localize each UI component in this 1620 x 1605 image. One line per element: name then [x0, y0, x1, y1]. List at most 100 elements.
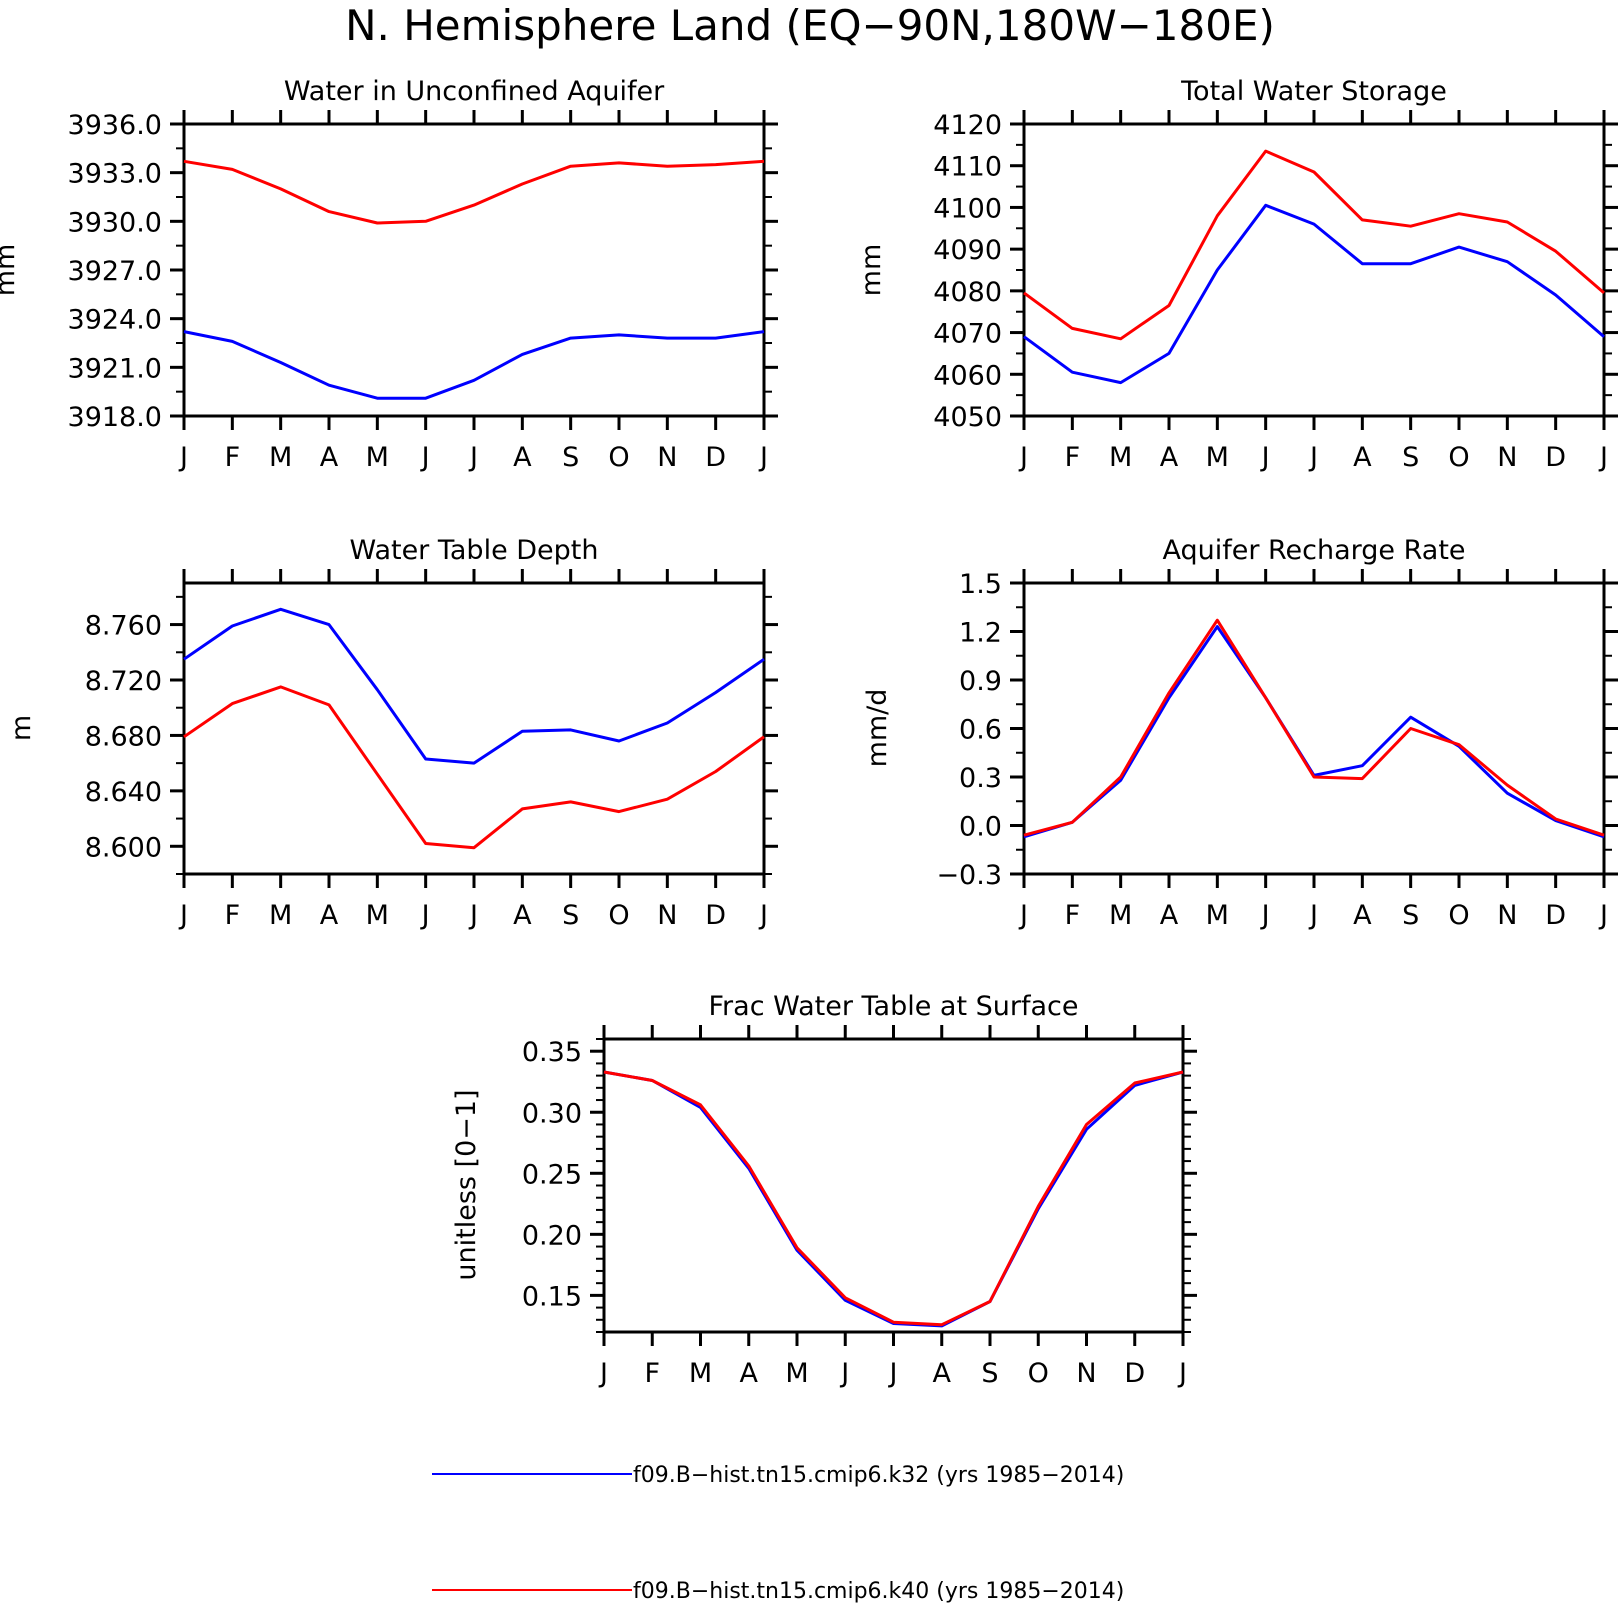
x-tick-label: A	[320, 900, 339, 931]
x-tick-label: J	[1177, 1358, 1187, 1389]
y-tick-label: 4060	[933, 360, 1002, 391]
y-tick-label: 1.5	[959, 569, 1002, 600]
y-tick-label: 1.2	[959, 618, 1002, 649]
x-tick-label: N	[1497, 900, 1517, 931]
series-line-k32	[603, 1070, 1184, 1328]
y-tick-label: 3927.0	[68, 256, 162, 287]
x-tick-label: O	[1448, 442, 1469, 473]
y-tick-label: 8.680	[85, 721, 162, 752]
y-tick-label: 3933.0	[68, 159, 162, 190]
y-tick-label: 0.30	[522, 1098, 582, 1129]
x-tick-label: D	[1545, 442, 1566, 473]
x-tick-label: J	[598, 1358, 608, 1389]
x-tick-label: O	[608, 442, 629, 473]
x-tick-label: J	[1598, 442, 1608, 473]
x-tick-label: J	[178, 900, 188, 931]
panel-title: Water in Unconfined Aquifer	[284, 76, 665, 107]
x-tick-label: S	[1402, 442, 1419, 473]
x-tick-label: M	[785, 1358, 808, 1389]
series-line-k40	[183, 159, 765, 225]
panel-title: Water Table Depth	[349, 535, 598, 566]
y-tick-label: 4110	[933, 152, 1002, 183]
y-tick-label: 4070	[933, 319, 1002, 350]
y-tick-label: 3930.0	[68, 207, 162, 238]
x-tick-label: F	[225, 442, 241, 473]
x-tick-label: M	[1109, 442, 1132, 473]
x-tick-label: A	[513, 900, 532, 931]
y-tick-label: 4120	[933, 110, 1002, 141]
plot-frame	[182, 122, 766, 418]
y-tick-label: 0.20	[522, 1220, 582, 1251]
x-tick-label: J	[1308, 442, 1318, 473]
y-tick-label: 4100	[933, 193, 1002, 224]
x-tick-label: A	[1160, 900, 1179, 931]
x-tick-label: N	[657, 442, 677, 473]
panel-title: Total Water Storage	[1180, 76, 1447, 107]
x-tick-label: J	[468, 442, 478, 473]
y-tick-label: 0.35	[522, 1037, 582, 1068]
x-tick-label: A	[1353, 900, 1372, 931]
y-tick-label: 0.25	[522, 1159, 582, 1190]
x-tick-label: J	[1260, 442, 1270, 473]
x-tick-label: J	[1018, 442, 1028, 473]
plot-frame	[182, 581, 766, 876]
x-tick-label: A	[513, 442, 532, 473]
x-tick-label: F	[225, 900, 241, 931]
y-tick-label: 0.15	[522, 1281, 582, 1312]
x-tick-label: A	[320, 442, 339, 473]
panel-title: Aquifer Recharge Rate	[1162, 535, 1465, 566]
x-tick-label: J	[1308, 900, 1318, 931]
x-tick-label: D	[705, 442, 726, 473]
x-tick-label: D	[1124, 1358, 1145, 1389]
x-tick-label: A	[933, 1358, 952, 1389]
x-tick-label: J	[1260, 900, 1270, 931]
series-line-k32	[1023, 625, 1605, 839]
x-tick-label: M	[269, 442, 292, 473]
x-tick-label: A	[740, 1358, 759, 1389]
y-tick-label: 8.760	[85, 611, 162, 642]
legend: f09.B−hist.tn15.cmip6.k32 (yrs 1985−2014…	[432, 1463, 1124, 1604]
x-tick-label: F	[644, 1358, 660, 1389]
legend-label: f09.B−hist.tn15.cmip6.k40 (yrs 1985−2014…	[633, 1579, 1124, 1604]
x-tick-label: J	[1598, 900, 1608, 931]
plot-frame	[1022, 581, 1606, 876]
x-tick-label: J	[178, 442, 188, 473]
x-tick-label: M	[269, 900, 292, 931]
x-tick-label: M	[1206, 900, 1229, 931]
y-tick-label: 3921.0	[68, 353, 162, 384]
y-tick-label: 8.720	[85, 666, 162, 697]
y-tick-label: 0.3	[959, 763, 1002, 794]
y-tick-label: 8.640	[85, 777, 162, 808]
y-tick-label: 3924.0	[68, 305, 162, 336]
panel-title: Frac Water Table at Surface	[708, 991, 1078, 1022]
x-tick-label: S	[1402, 900, 1419, 931]
x-tick-label: S	[562, 900, 579, 931]
x-tick-label: D	[705, 900, 726, 931]
x-tick-label: N	[657, 900, 677, 931]
x-tick-label: N	[1076, 1358, 1096, 1389]
series-line-k40	[603, 1070, 1184, 1327]
x-tick-label: S	[981, 1358, 998, 1389]
x-tick-label: J	[758, 442, 768, 473]
y-tick-label: −0.3	[936, 860, 1002, 891]
y-tick-label: 4090	[933, 235, 1002, 266]
legend-label: f09.B−hist.tn15.cmip6.k32 (yrs 1985−2014…	[633, 1463, 1124, 1488]
y-axis-label: unitless [0−1]	[451, 1089, 482, 1280]
x-tick-label: J	[839, 1358, 849, 1389]
series-line-k40	[183, 685, 765, 850]
x-tick-label: J	[1018, 900, 1028, 931]
x-tick-label: J	[468, 900, 478, 931]
x-tick-label: J	[888, 1358, 898, 1389]
page-title: N. Hemisphere Land (EQ−90N,180W−180E)	[345, 1, 1275, 50]
y-tick-label: 4080	[933, 277, 1002, 308]
x-tick-label: O	[1028, 1358, 1049, 1389]
x-tick-label: M	[689, 1358, 712, 1389]
x-tick-label: D	[1545, 900, 1566, 931]
x-tick-label: A	[1353, 442, 1372, 473]
